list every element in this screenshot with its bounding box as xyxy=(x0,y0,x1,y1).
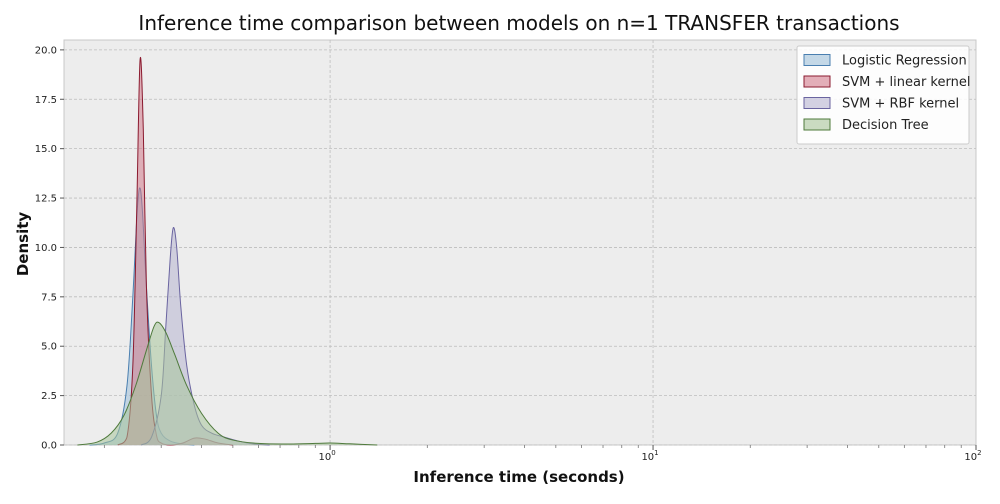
legend-box xyxy=(796,45,970,145)
legend-swatch xyxy=(803,118,831,131)
series-area-3 xyxy=(77,322,378,445)
series-line-3 xyxy=(77,321,378,446)
y-tick-label: 10.0 xyxy=(35,243,57,254)
y-tick-label: 12.5 xyxy=(35,194,57,205)
series-areas xyxy=(77,56,378,446)
series-area-1 xyxy=(117,57,233,445)
x-tick-label: 101 xyxy=(641,449,658,463)
legend-swatch xyxy=(803,97,831,109)
y-axis-label: Density xyxy=(14,212,32,277)
legend: Logistic Regression SVM + linear kernel SV… xyxy=(796,45,970,145)
legend-swatch xyxy=(803,75,831,88)
x-axis-label: Inference time (seconds) xyxy=(413,468,624,486)
x-tick-exponent: 0 xyxy=(331,449,335,457)
legend-label: SVM + RBF kernel xyxy=(842,97,959,112)
y-tick-label: 20.0 xyxy=(35,45,57,56)
y-tick-label: 5.0 xyxy=(41,342,57,353)
y-tick-label: 0.0 xyxy=(41,441,57,452)
x-tick-label: 100 xyxy=(318,449,335,463)
x-tick-base: 10 xyxy=(964,452,977,463)
x-tick-base: 10 xyxy=(318,452,331,463)
x-tick-exponent: 1 xyxy=(654,449,658,457)
y-tick-label: 17.5 xyxy=(35,95,57,106)
x-tick-exponent: 2 xyxy=(977,449,981,457)
y-tick-label: 7.5 xyxy=(41,292,57,303)
legend-label: Logistic Regression xyxy=(842,54,967,69)
y-tick-label: 15.0 xyxy=(35,144,57,155)
legend-swatch xyxy=(803,54,831,66)
y-tick-label: 2.5 xyxy=(41,391,57,402)
x-tick-base: 10 xyxy=(641,452,654,463)
chart-title: Inference time comparison between models… xyxy=(138,11,899,35)
legend-label: SVM + linear kernel xyxy=(842,75,970,90)
legend-label: Decision Tree xyxy=(842,118,929,133)
x-tick-label: 102 xyxy=(964,449,981,463)
